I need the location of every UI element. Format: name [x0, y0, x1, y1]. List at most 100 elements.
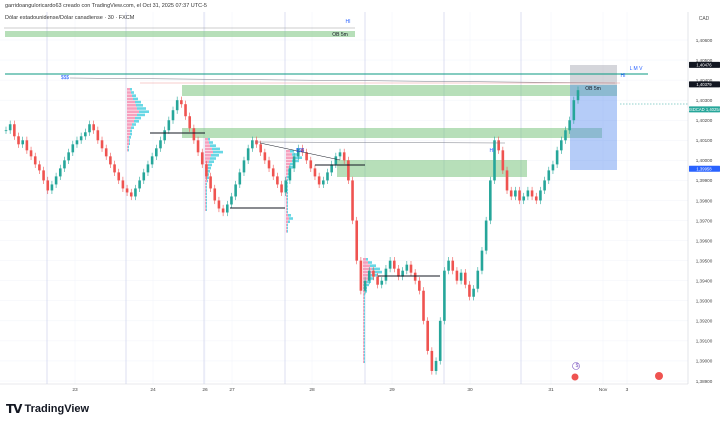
vp2-sell [205, 150, 213, 154]
vp4-buy [364, 302, 365, 306]
vp4-sell [363, 318, 364, 322]
tradingview-logo[interactable]: TV TradingView [6, 402, 89, 416]
vp3-sell [286, 210, 287, 214]
time-tick-label: 26 [202, 387, 208, 393]
vp4-buy [364, 322, 365, 325]
event-flag-icon [655, 372, 663, 380]
dollar-marker-circle [572, 362, 580, 370]
vp4-sell [363, 357, 364, 360]
price-tick-label: 1,40600 [696, 38, 713, 43]
candle-body [401, 270, 404, 277]
candle-body [334, 156, 338, 165]
vp1-buy [130, 129, 132, 133]
candle-body [322, 180, 325, 185]
candle-body [146, 164, 150, 173]
candle-body [58, 168, 62, 177]
candle-body [380, 280, 384, 285]
candle-body [175, 100, 179, 111]
vp3-sell [286, 153, 292, 156]
vp1-buy [139, 110, 149, 113]
vp2-buy [211, 154, 219, 157]
vp4-sell [363, 302, 364, 306]
vp3-sell [286, 220, 288, 223]
candle-body [292, 156, 296, 169]
vp1-sell [127, 113, 137, 117]
candle-body [54, 176, 58, 185]
candle-body [434, 360, 438, 371]
price-tick-label: 1,40500 [696, 58, 713, 63]
candle-body [372, 270, 375, 277]
vp1-buy [128, 148, 129, 152]
price-tick-label: 1,40000 [696, 158, 713, 163]
vp2-sell [205, 198, 206, 202]
candle-body [242, 160, 246, 173]
vp4-buy [369, 277, 374, 280]
candle-body [276, 176, 279, 185]
price-tag-bg [689, 165, 720, 172]
vp2-buy [206, 182, 207, 186]
candle-body [192, 128, 196, 141]
vp2-sell [205, 144, 210, 147]
vp4-sell [363, 341, 364, 344]
vp3-buy [287, 198, 288, 201]
candle-body [459, 272, 463, 281]
target-grey-box [570, 65, 617, 85]
candle-body [480, 250, 484, 271]
candle-body [484, 220, 488, 251]
trend-line-slope [259, 142, 341, 161]
zones [5, 31, 617, 177]
vp4-buy [364, 360, 365, 363]
vp1-sell [127, 97, 133, 101]
vp2-buy [209, 160, 214, 163]
tradingview-logo-icon: TV [6, 402, 23, 416]
price-tick-label: 1,40400 [696, 78, 713, 83]
vp4-sell [363, 315, 364, 319]
price-tag-label: 1,39958 [696, 166, 712, 171]
vp3-buy [287, 182, 288, 185]
vp4-sell [363, 328, 364, 331]
candle-body [505, 170, 509, 191]
vp2-buy [213, 150, 223, 154]
candle-body [205, 164, 208, 177]
vp2-buy [210, 157, 216, 160]
time-tick-label: 23 [72, 387, 78, 393]
vp4-sell [363, 309, 364, 312]
vp4-sell [363, 296, 364, 299]
vp2-sell [205, 179, 207, 183]
vp1-buy [131, 91, 134, 94]
candle-body [539, 190, 542, 201]
candle-body [296, 148, 300, 157]
candle-body [263, 152, 267, 161]
candle-body [84, 132, 87, 137]
vp3-buy [288, 214, 291, 217]
price-axis[interactable]: CAD 1,40600 1,40500 1,40400 1,40300 1,40200 1,… [687, 12, 720, 384]
price-tick-label: 1,39700 [696, 218, 713, 223]
vp2-sell [205, 138, 208, 141]
candle-body [351, 180, 354, 221]
candle-body [196, 140, 200, 153]
candle-body [109, 156, 112, 165]
candle-body [359, 260, 363, 291]
vp4-sell [363, 261, 368, 264]
vp3-buy [287, 188, 288, 191]
chart-author-line: garridoanguloricardo63 creado con Tradin… [5, 3, 207, 9]
candle-body [501, 150, 505, 171]
vp2-sell [205, 160, 209, 163]
vp4-buy [370, 264, 376, 267]
candle-body [246, 148, 250, 161]
vp4-buy [364, 331, 365, 335]
candle-body [38, 164, 41, 171]
time-tick-label: 27 [229, 387, 235, 393]
vp4-sell [363, 354, 364, 357]
price-tag-label: 1,40379 [696, 82, 712, 87]
time-axis[interactable]: 23 24 26 27 28 29 30 31 Nov 3 [0, 383, 688, 393]
price-tick-label: 1,39300 [696, 299, 713, 304]
candle-body [564, 130, 567, 141]
vp2-buy [206, 202, 207, 205]
vp4-sell [363, 338, 364, 341]
vp3-sell [286, 201, 287, 204]
vp3-buy [287, 201, 288, 204]
price-tick-label: 1,39200 [696, 319, 713, 324]
candle-body [463, 272, 467, 285]
